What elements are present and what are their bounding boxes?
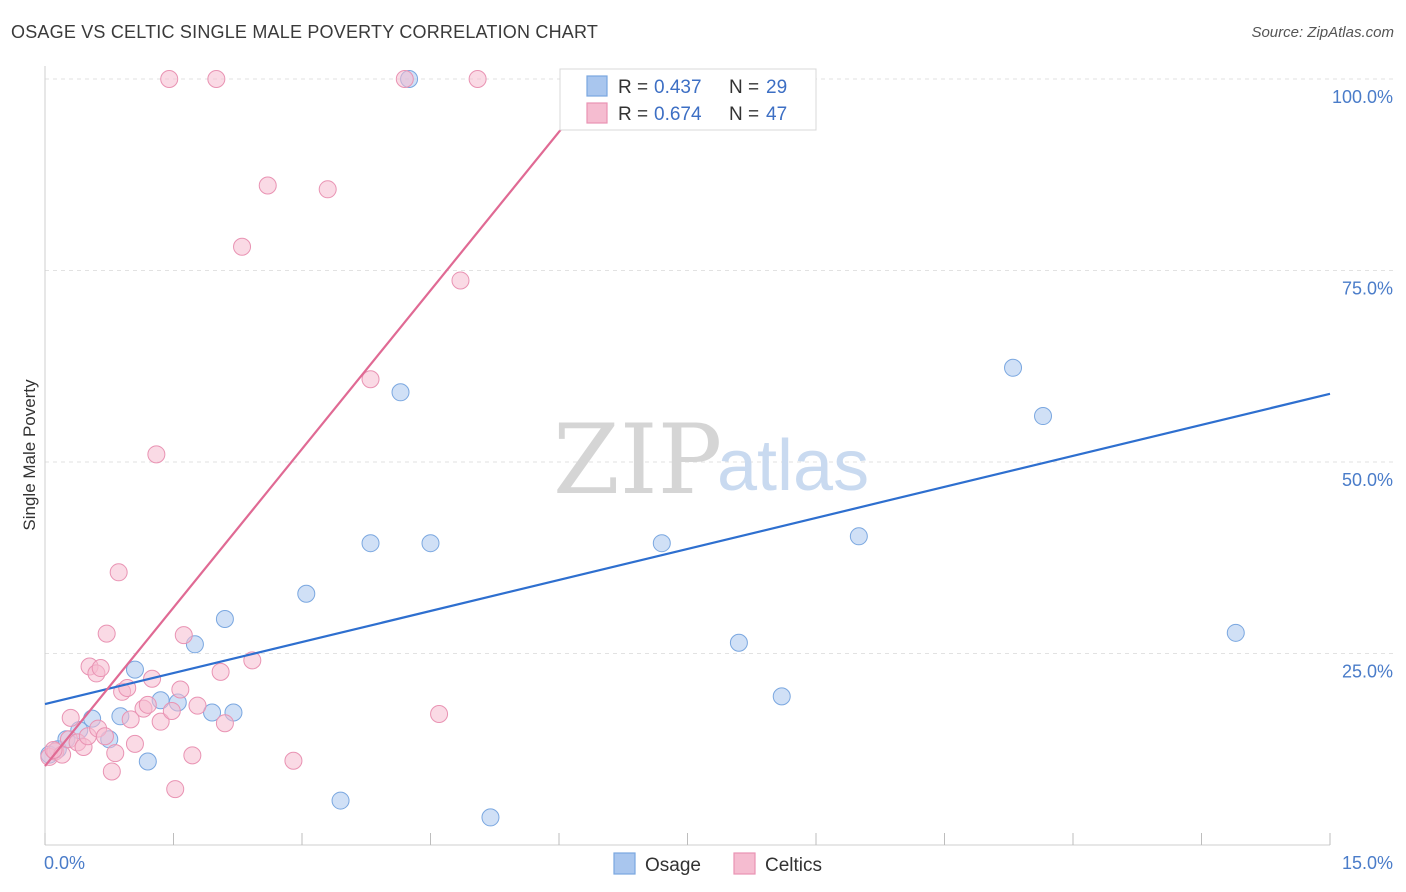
celtics-n-value: 47 xyxy=(766,104,787,125)
osage-legend-swatch xyxy=(587,76,607,96)
celtics-n-label: N = xyxy=(729,104,759,125)
celtics-point xyxy=(98,625,115,642)
osage-series-swatch xyxy=(614,853,635,874)
celtics-point xyxy=(319,181,336,198)
celtics-r-label: R = xyxy=(618,104,648,125)
celtics-point xyxy=(107,745,124,762)
celtics-point xyxy=(208,71,225,88)
watermark: ZIP atlas xyxy=(553,404,869,516)
celtics-point xyxy=(103,763,120,780)
celtics-point xyxy=(92,660,109,677)
osage-r-value: 0.437 xyxy=(654,77,702,98)
celtics-point xyxy=(469,71,486,88)
celtics-point xyxy=(189,697,206,714)
osage-point xyxy=(139,753,156,770)
celtics-series-label: Celtics xyxy=(765,855,822,876)
osage-point xyxy=(216,611,233,628)
osage-point xyxy=(730,634,747,651)
y-tick-label: 75.0% xyxy=(1342,279,1393,299)
osage-point xyxy=(392,384,409,401)
celtics-point xyxy=(175,627,192,644)
osage-series-label: Osage xyxy=(645,855,701,876)
celtics-point xyxy=(234,238,251,255)
celtics-point xyxy=(148,446,165,463)
osage-point xyxy=(653,535,670,552)
celtics-point xyxy=(452,272,469,289)
osage-n-value: 29 xyxy=(766,77,787,98)
celtics-point xyxy=(62,709,79,726)
x-tick-label-min: 0.0% xyxy=(44,853,85,873)
celtics-point xyxy=(110,564,127,581)
y-tick-label: 50.0% xyxy=(1342,470,1393,490)
gridlines xyxy=(45,79,1393,654)
series-legend: Osage Celtics xyxy=(614,853,822,876)
stats-legend: R = 0.437 N = 29 R = 0.674 N = 47 xyxy=(560,69,816,130)
osage-n-label: N = xyxy=(729,77,759,98)
osage-point xyxy=(1227,624,1244,641)
y-tick-labels: 25.0% 50.0% 75.0% 100.0% xyxy=(1332,87,1393,682)
celtics-point xyxy=(161,71,178,88)
celtics-point xyxy=(139,696,156,713)
osage-point xyxy=(332,792,349,809)
celtics-point xyxy=(212,663,229,680)
y-tick-label: 25.0% xyxy=(1342,662,1393,682)
celtics-point xyxy=(126,735,143,752)
y-axis-label: Single Male Poverty xyxy=(20,379,39,531)
celtics-point xyxy=(396,71,413,88)
celtics-point xyxy=(431,706,448,723)
celtics-point xyxy=(259,177,276,194)
celtics-series-swatch xyxy=(734,853,755,874)
x-tick-label-max: 15.0% xyxy=(1342,853,1393,873)
osage-point xyxy=(1035,408,1052,425)
celtics-point xyxy=(96,728,113,745)
celtics-point xyxy=(163,702,180,719)
osage-point xyxy=(850,528,867,545)
osage-point xyxy=(1005,359,1022,376)
osage-point xyxy=(298,585,315,602)
watermark-atlas: atlas xyxy=(717,426,869,506)
x-ticks xyxy=(45,833,1330,845)
celtics-r-value: 0.674 xyxy=(654,104,702,125)
celtics-point xyxy=(167,781,184,798)
scatter-plot: ZIP atlas Single Male Poverty 25.0% 50.0%… xyxy=(0,0,1406,892)
celtics-point xyxy=(184,747,201,764)
watermark-zip: ZIP xyxy=(553,404,722,516)
celtics-point xyxy=(285,752,302,769)
celtics-legend-swatch xyxy=(587,103,607,123)
osage-point xyxy=(362,535,379,552)
celtics-point xyxy=(216,715,233,732)
y-tick-label: 100.0% xyxy=(1332,87,1393,107)
celtics-point xyxy=(172,681,189,698)
osage-r-label: R = xyxy=(618,77,648,98)
osage-point xyxy=(422,535,439,552)
osage-point xyxy=(773,688,790,705)
osage-point xyxy=(482,809,499,826)
